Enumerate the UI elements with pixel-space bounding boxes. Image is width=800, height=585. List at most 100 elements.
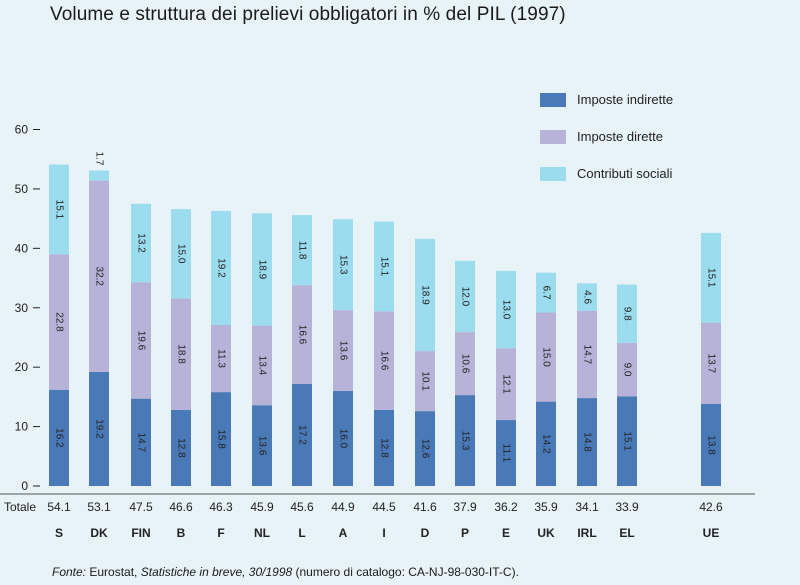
total-E: 36.2: [494, 500, 518, 514]
totals-row-label: Totale: [4, 500, 36, 514]
bar-segment-FIN-dirette: [131, 282, 151, 399]
value-label-F-dirette: 11.3: [216, 349, 227, 368]
value-label-FIN-indirette: 14.7: [136, 433, 147, 453]
value-label-A-dirette: 13.6: [338, 341, 349, 361]
bar-segment-F-sociali: [211, 210, 231, 325]
value-label-DK-dirette: 32.2: [94, 267, 105, 287]
value-label-EL-indirette: 15.1: [622, 431, 633, 451]
y-tick-label-10: 10: [15, 420, 29, 434]
bar-segment-FIN-indirette: [131, 398, 151, 486]
value-label-I-indirette: 12.8: [379, 438, 390, 458]
value-label-A-indirette: 16.0: [338, 429, 349, 449]
bar-segment-EL-sociali: [617, 284, 637, 343]
value-label-L-dirette: 16.6: [297, 325, 308, 345]
bar-segment-D-dirette: [415, 351, 435, 412]
bar-segment-DK-dirette: [89, 180, 109, 372]
value-label-FIN-sociali: 13.2: [136, 233, 147, 253]
bar-segment-DK-sociali: [89, 170, 109, 181]
bar-segment-D-sociali: [415, 238, 435, 352]
total-D: 41.6: [413, 500, 437, 514]
bar-segment-IRL-dirette: [577, 310, 597, 399]
category-label-EL: EL: [619, 526, 634, 540]
bar-segment-P-indirette: [455, 395, 475, 486]
total-I: 44.5: [372, 500, 396, 514]
source-note: Fonte: Eurostat, Statistiche in breve, 3…: [52, 565, 519, 579]
y-tick-label-20: 20: [15, 360, 29, 374]
total-UE: 42.6: [699, 500, 723, 514]
value-label-EL-dirette: 9.0: [622, 363, 633, 377]
category-label-F: F: [217, 526, 224, 540]
value-label-UE-dirette: 13.7: [706, 354, 717, 374]
bar-segment-EL-dirette: [617, 342, 637, 397]
value-label-E-indirette: 11.1: [501, 444, 512, 463]
value-label-I-dirette: 16.6: [379, 351, 390, 371]
bar-segment-NL-indirette: [252, 405, 272, 486]
y-tick-label-60: 60: [15, 123, 29, 137]
value-label-IRL-dirette: 14.7: [582, 345, 593, 365]
bar-segment-S-indirette: [49, 389, 69, 486]
bar-segment-NL-sociali: [252, 213, 272, 326]
bar-segment-UK-dirette: [536, 312, 556, 402]
bar-segment-E-dirette: [496, 348, 516, 421]
value-label-UK-dirette: 15.0: [541, 347, 552, 367]
bar-segment-DK-indirette: [89, 371, 109, 486]
legend-swatch-dirette: [540, 130, 566, 144]
category-label-DK: DK: [90, 526, 108, 540]
category-label-A: A: [339, 526, 348, 540]
value-label-DK-indirette: 19.2: [94, 419, 105, 439]
total-IRL: 34.1: [575, 500, 599, 514]
total-F: 46.3: [209, 500, 233, 514]
total-FIN: 47.5: [129, 500, 153, 514]
category-label-I: I: [382, 526, 385, 540]
value-label-F-sociali: 19.2: [216, 258, 227, 278]
total-A: 44.9: [331, 500, 355, 514]
value-label-UE-indirette: 13.8: [706, 435, 717, 455]
category-label-UK: UK: [537, 526, 555, 540]
bar-segment-B-indirette: [171, 409, 191, 486]
total-S: 54.1: [47, 500, 71, 514]
bar-segment-A-dirette: [333, 310, 353, 391]
value-label-F-indirette: 15.8: [216, 429, 227, 449]
bar-segment-EL-indirette: [617, 396, 637, 486]
value-label-P-indirette: 15.3: [460, 431, 471, 451]
total-B: 46.6: [169, 500, 193, 514]
bar-segment-I-dirette: [374, 311, 394, 410]
category-label-S: S: [55, 526, 63, 540]
y-tick-label-30: 30: [15, 301, 29, 315]
value-label-UK-sociali: 6.7: [541, 286, 552, 300]
bar-segment-S-dirette: [49, 254, 69, 390]
legend-label-dirette: Imposte dirette: [577, 129, 663, 144]
value-label-D-dirette: 10.1: [420, 371, 431, 391]
bar-segment-F-dirette: [211, 324, 231, 393]
y-tick-label-50: 50: [15, 182, 29, 196]
value-label-S-dirette: 22.8: [54, 312, 65, 332]
bar-segment-FIN-sociali: [131, 203, 151, 283]
bar-segment-I-indirette: [374, 409, 394, 486]
bar-segment-L-dirette: [292, 285, 312, 384]
category-label-FIN: FIN: [131, 526, 150, 540]
value-label-I-sociali: 15.1: [379, 257, 390, 277]
legend-label-indirette: Imposte indirette: [577, 92, 674, 107]
source-prefix: Fonte:: [52, 565, 87, 579]
value-label-D-sociali: 18.9: [420, 285, 431, 305]
value-label-NL-indirette: 13.6: [257, 436, 268, 456]
bar-segment-D-indirette: [415, 411, 435, 486]
value-label-E-dirette: 12.1: [501, 374, 512, 394]
total-EL: 33.9: [615, 500, 639, 514]
bar-segment-A-sociali: [333, 219, 353, 311]
value-label-IRL-indirette: 14.8: [582, 432, 593, 452]
value-label-NL-sociali: 18.9: [257, 260, 268, 280]
chart-title: Volume e struttura dei prelievi obbligat…: [50, 4, 566, 25]
value-label-B-indirette: 12.8: [176, 438, 187, 458]
total-UK: 35.9: [534, 500, 558, 514]
bar-segment-L-sociali: [292, 215, 312, 286]
source-text-1: Eurostat,: [86, 565, 141, 579]
value-label-B-sociali: 15.0: [175, 244, 186, 264]
category-label-L: L: [298, 526, 305, 540]
y-tick-label-40: 40: [15, 241, 29, 255]
category-label-B: B: [177, 526, 186, 540]
bar-segment-A-indirette: [333, 390, 353, 486]
bar-segment-NL-dirette: [252, 325, 272, 406]
value-label-L-indirette: 17.2: [297, 425, 308, 445]
